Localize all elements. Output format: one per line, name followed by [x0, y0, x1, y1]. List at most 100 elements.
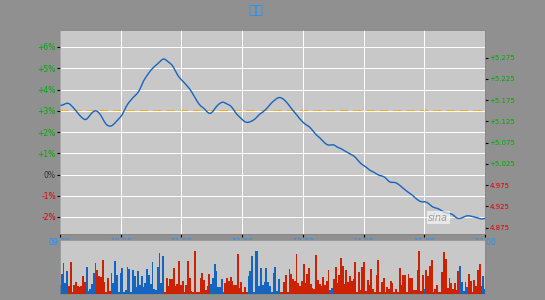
Bar	[240, 282, 243, 294]
Bar	[78, 287, 81, 294]
Bar	[397, 292, 399, 294]
Bar	[333, 279, 335, 294]
Bar	[378, 260, 379, 294]
Bar	[250, 271, 251, 294]
Bar	[258, 286, 260, 294]
Bar	[470, 281, 472, 294]
Bar	[246, 292, 247, 294]
Bar	[73, 285, 75, 294]
Bar	[379, 292, 381, 294]
Bar	[70, 262, 71, 294]
Bar	[361, 267, 363, 294]
Bar	[148, 275, 150, 294]
Bar	[194, 251, 196, 294]
Bar	[132, 270, 134, 294]
Bar	[96, 270, 98, 294]
Bar	[386, 287, 388, 294]
Bar	[347, 282, 349, 294]
Bar	[64, 283, 66, 294]
Bar	[278, 280, 280, 294]
Bar	[255, 251, 257, 294]
Bar	[126, 268, 129, 294]
Bar	[438, 292, 440, 294]
Bar	[368, 285, 370, 294]
Bar	[477, 270, 479, 294]
Bar	[475, 286, 477, 294]
Bar	[365, 291, 367, 294]
Bar	[454, 283, 456, 294]
Bar	[173, 268, 175, 294]
Bar	[210, 284, 212, 294]
Bar	[374, 292, 376, 294]
Bar	[433, 292, 434, 294]
Bar	[434, 289, 436, 294]
Bar	[285, 275, 287, 294]
Bar	[383, 278, 385, 294]
Bar	[459, 266, 461, 294]
Bar	[129, 268, 130, 294]
Bar	[228, 281, 230, 294]
Bar	[162, 256, 164, 294]
Bar	[306, 274, 308, 294]
Bar	[427, 276, 429, 294]
Bar	[372, 289, 374, 294]
Bar	[474, 280, 475, 294]
Bar	[109, 291, 111, 294]
Bar	[468, 274, 470, 294]
Bar	[346, 270, 347, 294]
Bar	[189, 278, 191, 294]
Bar	[385, 292, 386, 294]
Bar	[123, 292, 125, 294]
Bar	[351, 281, 353, 294]
Bar	[388, 289, 390, 294]
Bar	[274, 267, 276, 294]
Bar	[136, 287, 137, 294]
Bar	[456, 290, 457, 294]
Text: sina: sina	[428, 213, 449, 223]
Bar	[271, 292, 272, 294]
Bar	[408, 274, 409, 294]
Bar	[160, 283, 162, 294]
Bar	[269, 286, 271, 294]
Bar	[484, 289, 486, 294]
Bar	[329, 290, 331, 294]
Bar	[244, 286, 246, 294]
Bar	[175, 286, 177, 294]
Bar	[75, 282, 77, 294]
Bar	[214, 264, 216, 294]
Bar	[283, 282, 285, 294]
Bar	[221, 280, 223, 294]
Bar	[415, 290, 416, 294]
Bar	[392, 284, 393, 294]
Bar	[320, 286, 322, 294]
Bar	[445, 259, 447, 294]
Bar	[326, 280, 328, 294]
Bar	[467, 287, 468, 294]
Bar	[399, 268, 401, 294]
Bar	[187, 261, 189, 294]
Bar	[431, 260, 433, 294]
Bar	[185, 285, 187, 294]
Bar	[429, 266, 431, 294]
Bar	[82, 276, 84, 294]
Bar	[440, 292, 441, 294]
Bar	[71, 292, 73, 294]
Bar	[260, 268, 262, 294]
Bar	[447, 288, 449, 294]
Bar	[358, 272, 360, 294]
Bar	[152, 262, 153, 294]
Bar	[219, 287, 221, 294]
Bar	[98, 276, 100, 294]
Bar	[340, 258, 342, 294]
Bar	[209, 274, 210, 294]
Bar	[422, 274, 423, 294]
Bar	[443, 252, 445, 294]
Bar	[463, 291, 464, 294]
Bar	[235, 285, 237, 294]
Bar	[280, 292, 281, 294]
Bar	[409, 278, 411, 294]
Bar	[264, 282, 265, 294]
Bar	[68, 286, 70, 294]
Bar	[298, 284, 299, 294]
Bar	[450, 283, 452, 294]
